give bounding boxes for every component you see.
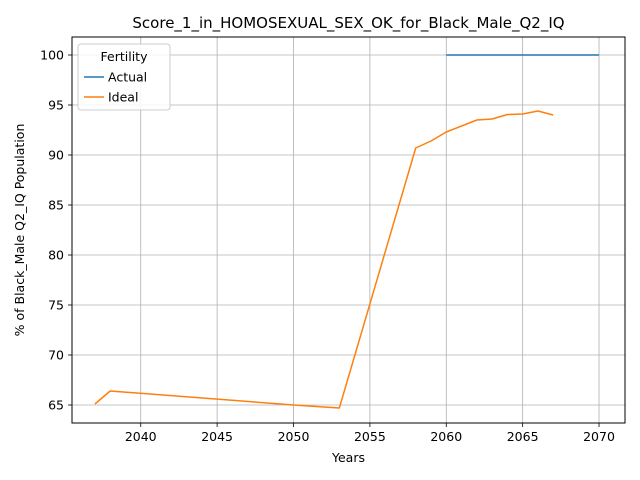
- legend-label-ideal: Ideal: [108, 90, 138, 105]
- y-tick-label: 100: [40, 48, 64, 63]
- y-tick-label: 80: [48, 248, 64, 263]
- y-tick-label: 85: [48, 198, 64, 213]
- legend-box: [77, 43, 171, 111]
- legend-title: Fertility: [101, 49, 149, 64]
- legend: Fertility Actual Ideal: [77, 43, 171, 111]
- plot-frame: [71, 36, 626, 424]
- x-tick-label: 2055: [354, 429, 386, 444]
- y-tick-label: 95: [48, 98, 64, 113]
- legend-label-actual: Actual: [108, 70, 147, 85]
- x-tick-label: 2070: [583, 429, 615, 444]
- chart-title: Score_1_in_HOMOSEXUAL_SEX_OK_for_Black_M…: [132, 14, 564, 33]
- y-tick-label: 75: [48, 298, 64, 313]
- y-tick-label: 70: [48, 348, 64, 363]
- x-tick-label: 2065: [507, 429, 539, 444]
- x-axis-label: Years: [331, 450, 365, 465]
- y-axis-ticks: 65 70 75 80 85 90 95 100: [40, 48, 72, 413]
- y-axis-label: % of Black_Male Q2_IQ Population: [12, 124, 27, 337]
- grid: [72, 37, 625, 423]
- y-tick-label: 65: [48, 398, 64, 413]
- x-tick-label: 2040: [125, 429, 157, 444]
- y-tick-label: 90: [48, 148, 64, 163]
- series-line-ideal: [94, 110, 554, 409]
- x-tick-label: 2045: [201, 429, 233, 444]
- x-tick-label: 2050: [278, 429, 310, 444]
- x-tick-label: 2060: [430, 429, 462, 444]
- series-lines: [94, 54, 600, 409]
- x-axis-ticks: 2040 2045 2050 2055 2060 2065 2070: [125, 423, 615, 444]
